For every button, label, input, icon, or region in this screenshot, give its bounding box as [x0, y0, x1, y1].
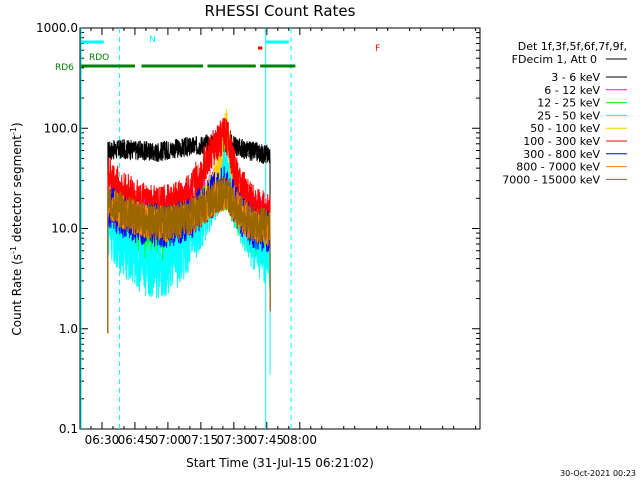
- y-axis-label-main: Count Rate (s: [10, 254, 24, 336]
- y-axis-label-end: ): [10, 122, 24, 127]
- series-line-5: [107, 117, 271, 334]
- y-axis-label-rest: detector segment: [10, 135, 24, 246]
- state-label-n: N: [149, 35, 156, 45]
- legend-header-line2: FDecim 1, Att 0: [512, 53, 597, 66]
- x-tick-label: 06:30: [85, 433, 120, 447]
- data-series: [107, 109, 271, 375]
- legend-header-line1: Det 1f,3f,5f,6f,7f,9f,: [518, 40, 627, 53]
- x-tick-label: 07:00: [151, 433, 186, 447]
- x-tick-label: 07:15: [184, 433, 219, 447]
- legend-label-1: 6 - 12 keV: [544, 84, 600, 97]
- state-label-rdo: RDO: [89, 53, 109, 63]
- series-line-8: [107, 176, 271, 334]
- y-tick-label: 0.1: [59, 422, 78, 436]
- state-label-f: F: [375, 44, 380, 54]
- y-tick-label: 1.0: [59, 322, 78, 336]
- legend-label-7: 800 - 7000 keV: [516, 161, 600, 174]
- y-axis-label-sup2: -1: [9, 127, 18, 135]
- series-line-0: [107, 133, 271, 334]
- y-tick-label: 1000.0: [36, 21, 78, 35]
- x-tick-label: 08:00: [282, 433, 317, 447]
- y-axis-label-sup: -1: [9, 246, 18, 254]
- x-tick-label: 06:45: [118, 433, 153, 447]
- legend-label-4: 50 - 100 keV: [530, 122, 600, 135]
- legend-label-2: 12 - 25 keV: [537, 97, 600, 110]
- state-label-rd6: RD6: [55, 63, 74, 73]
- legend: Det 1f,3f,5f,6f,7f,9f, FDecim 1, Att 0 3…: [502, 40, 627, 186]
- footer-timestamp: 30-Oct-2021 00:23: [560, 469, 636, 478]
- attenuator-state-bars: [81, 40, 296, 68]
- y-tick-label: 100.0: [44, 121, 78, 135]
- y-axis-label: Count Rate (s-1 detector segment-1): [9, 122, 24, 335]
- legend-label-5: 100 - 300 keV: [523, 135, 600, 148]
- legend-label-0: 3 - 6 keV: [551, 71, 600, 84]
- x-axis-label: Start Time (31-Jul-15 06:21:02): [186, 456, 374, 470]
- legend-label-6: 300 - 800 keV: [523, 148, 600, 161]
- x-tick-label: 07:30: [217, 433, 252, 447]
- series-line-3: [107, 142, 271, 375]
- y-tick-label: 10.0: [51, 222, 78, 236]
- legend-label-8: 7000 - 15000 keV: [502, 173, 600, 186]
- chart-title: RHESSI Count Rates: [205, 2, 356, 20]
- x-tick-label: 07:45: [250, 433, 285, 447]
- legend-label-3: 25 - 50 keV: [537, 109, 600, 122]
